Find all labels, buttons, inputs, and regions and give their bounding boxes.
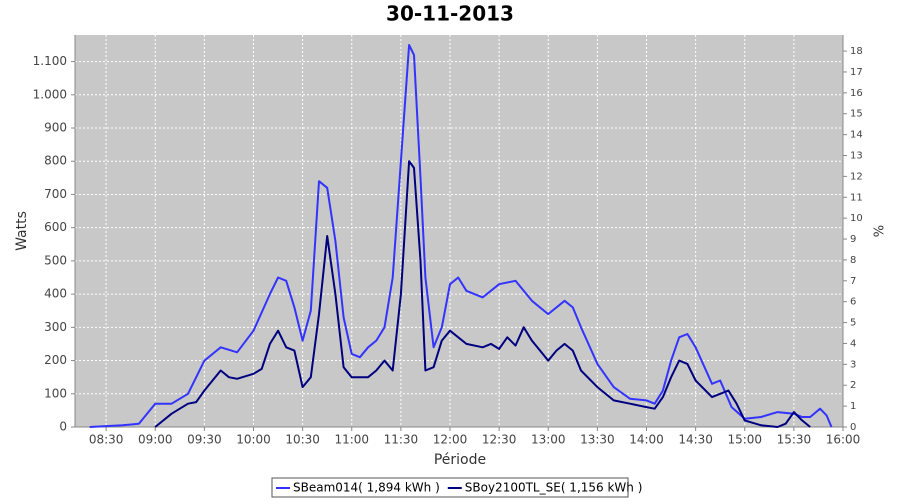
y-tick-label: 1.000	[33, 87, 67, 101]
x-tick-label: 16:00	[826, 433, 861, 447]
y2-tick-label: 12	[850, 171, 863, 182]
y2-tick-label: 7	[850, 276, 856, 287]
y-axis-label: Watts	[14, 211, 30, 251]
y-tick-label: 800	[44, 154, 67, 168]
y2-tick-label: 2	[850, 380, 856, 391]
x-tick-label: 09:00	[138, 433, 173, 447]
y2-tick-label: 4	[850, 338, 856, 349]
x-tick-label: 10:30	[285, 433, 320, 447]
y-tick-label: 0	[59, 420, 67, 434]
y2-tick-label: 8	[850, 255, 856, 266]
y2-tick-label: 10	[850, 213, 863, 224]
y2-tick-label: 5	[850, 318, 856, 329]
y-tick-label: 900	[44, 121, 67, 135]
x-tick-label: 14:30	[678, 433, 713, 447]
y-tick-label: 500	[44, 253, 67, 267]
y2-tick-label: 6	[850, 297, 856, 308]
x-tick-label: 12:30	[482, 433, 517, 447]
y2-tick-label: 17	[850, 67, 863, 78]
x-tick-label: 13:30	[580, 433, 615, 447]
x-tick-label: 08:30	[89, 433, 124, 447]
y2-tick-label: 15	[850, 109, 863, 120]
y2-tick-label: 14	[850, 130, 863, 141]
x-tick-label: 10:00	[236, 433, 271, 447]
x-tick-label: 11:30	[384, 433, 419, 447]
y2-tick-label: 0	[850, 422, 856, 433]
legend-label: SBeam014( 1,894 kWh )	[293, 481, 440, 495]
y2-tick-label: 13	[850, 151, 863, 162]
x-tick-label: 11:00	[334, 433, 369, 447]
y2-axis-label: %	[873, 225, 888, 237]
y-tick-label: 200	[44, 353, 67, 367]
y-tick-label: 100	[44, 386, 67, 400]
plot-area	[75, 35, 843, 427]
y-tick-label: 300	[44, 320, 67, 334]
legend-label: SBoy2100TL_SE( 1,156 kWh )	[465, 481, 643, 495]
y-tick-label: 1.100	[33, 54, 67, 68]
x-tick-label: 15:00	[727, 433, 762, 447]
x-tick-label: 12:00	[433, 433, 468, 447]
y2-tick-label: 1	[850, 401, 856, 412]
y2-tick-label: 11	[850, 192, 863, 203]
y2-tick-label: 3	[850, 359, 856, 370]
y2-tick-label: 18	[850, 46, 863, 57]
series-line	[154, 160, 811, 428]
x-axis-label: Période	[434, 452, 486, 468]
series-line	[89, 44, 833, 428]
x-tick-label: 15:30	[777, 433, 812, 447]
x-tick-label: 09:30	[187, 433, 222, 447]
y2-tick-label: 9	[850, 234, 856, 245]
y-tick-label: 600	[44, 220, 67, 234]
y-tick-label: 700	[44, 187, 67, 201]
x-tick-label: 13:00	[531, 433, 566, 447]
chart-title: 30-11-2013	[386, 2, 514, 26]
y2-tick-label: 16	[850, 88, 863, 99]
y-tick-label: 400	[44, 287, 67, 301]
x-tick-label: 14:00	[629, 433, 664, 447]
